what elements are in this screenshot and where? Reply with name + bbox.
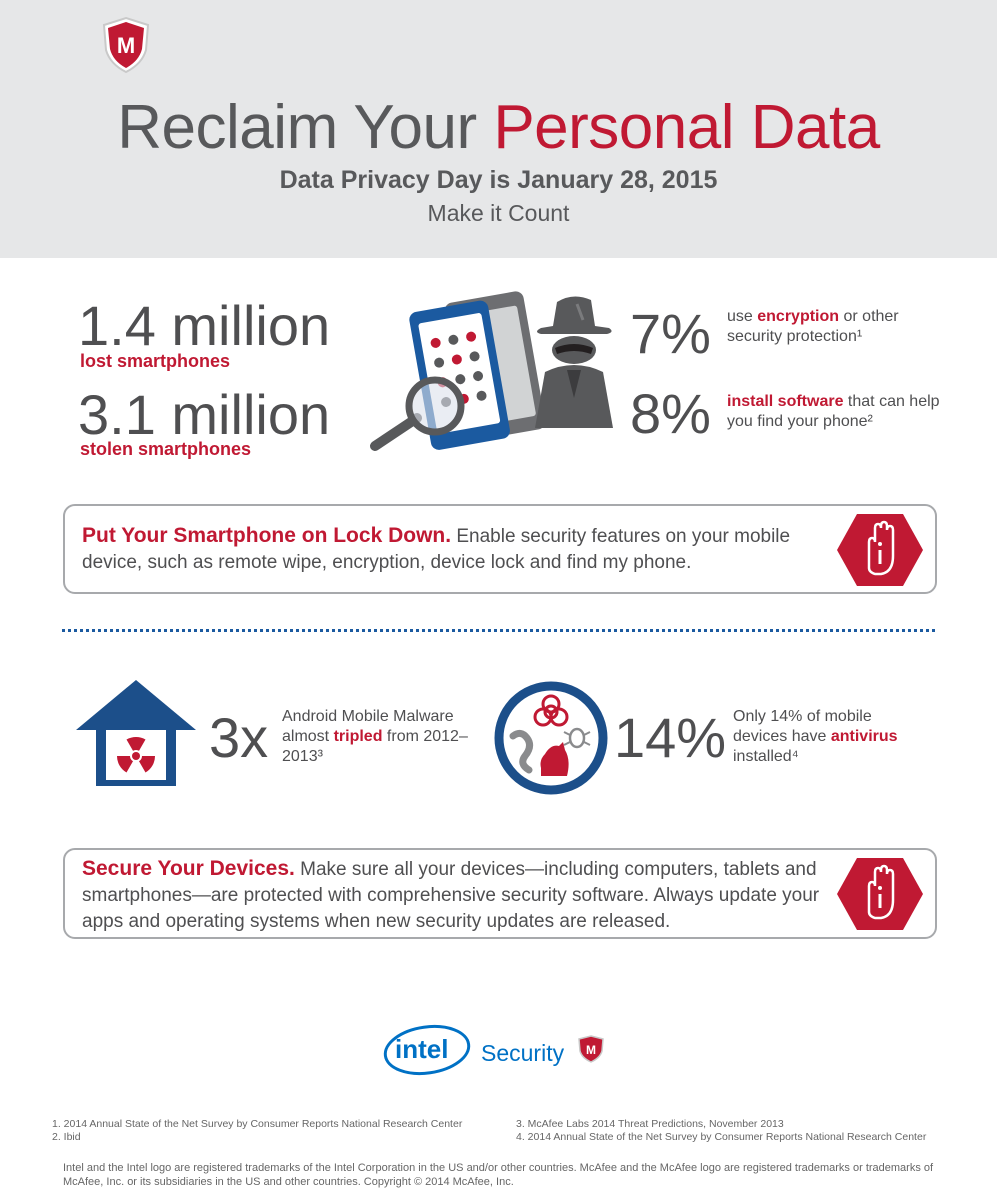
software-text: install software that can help you find … xyxy=(727,393,940,430)
trojan-horse-icon xyxy=(540,742,569,776)
mcafee-shield-logo: M xyxy=(102,16,150,74)
tagline: Make it Count xyxy=(427,200,570,226)
worm-icon xyxy=(509,729,534,774)
biohazard-icon xyxy=(533,694,569,727)
house-radiation-icon xyxy=(76,680,196,786)
spy-icon xyxy=(535,296,613,428)
small-shield-icon xyxy=(578,1035,604,1063)
intel-security-logo: intel Security M xyxy=(383,1024,604,1076)
small-shield-letter: M xyxy=(586,1043,596,1057)
footnote-4: 4. 2014 Annual State of the Net Survey b… xyxy=(516,1131,927,1143)
header-banner xyxy=(0,0,997,258)
footnote-3: 3. McAfee Labs 2014 Threat Predictions, … xyxy=(516,1118,784,1130)
lock-down-tip-text: Put Your Smartphone on Lock Down. Enable… xyxy=(82,524,791,573)
intel-wordmark: intel xyxy=(395,1034,448,1064)
magnifier-icon xyxy=(370,376,465,451)
malware-multiplier: 3x xyxy=(209,706,269,769)
subtitle: Data Privacy Day is January 28, 2015 xyxy=(279,166,718,194)
software-percent: 8% xyxy=(630,382,711,445)
antivirus-percent: 14% xyxy=(614,706,727,769)
secure-devices-tip-box xyxy=(63,848,937,939)
stolen-phones-label: stolen smartphones xyxy=(80,439,252,459)
antivirus-text: Only 14% of mobile devices have antiviru… xyxy=(733,708,898,765)
footnote-1: 1. 2014 Annual State of the Net Survey b… xyxy=(52,1118,463,1130)
encryption-percent: 7% xyxy=(630,302,711,365)
stop-hand-icon xyxy=(837,514,923,586)
threats-circle-icon xyxy=(494,681,608,795)
shield-letter: M xyxy=(117,33,135,58)
section-divider xyxy=(62,629,935,632)
malware-text: Android Mobile Malware almost tripled fr… xyxy=(282,708,468,765)
encryption-text: use encryption or other security protect… xyxy=(727,308,899,345)
legal-notice: Intel and the Intel logo are registered … xyxy=(63,1162,934,1188)
secure-devices-tip-text: Secure Your Devices. Make sure all your … xyxy=(82,857,820,932)
page-title: Reclaim Your Personal Data xyxy=(0,92,997,163)
lock-down-tip-box xyxy=(63,504,937,594)
title-part-2: Personal Data xyxy=(493,93,880,162)
title-part-1: Reclaim Your xyxy=(117,93,494,162)
security-wordmark: Security xyxy=(481,1040,565,1066)
stop-hand-icon-2 xyxy=(837,858,923,930)
stolen-phones-value: 3.1 million xyxy=(78,383,331,446)
footnote-2: 2. Ibid xyxy=(52,1131,81,1143)
bug-icon xyxy=(563,727,591,749)
lost-phones-value: 1.4 million xyxy=(78,294,331,357)
phone-theft-illustration xyxy=(370,291,613,451)
lost-phones-label: lost smartphones xyxy=(80,351,231,371)
radiation-symbol-icon xyxy=(116,736,156,773)
